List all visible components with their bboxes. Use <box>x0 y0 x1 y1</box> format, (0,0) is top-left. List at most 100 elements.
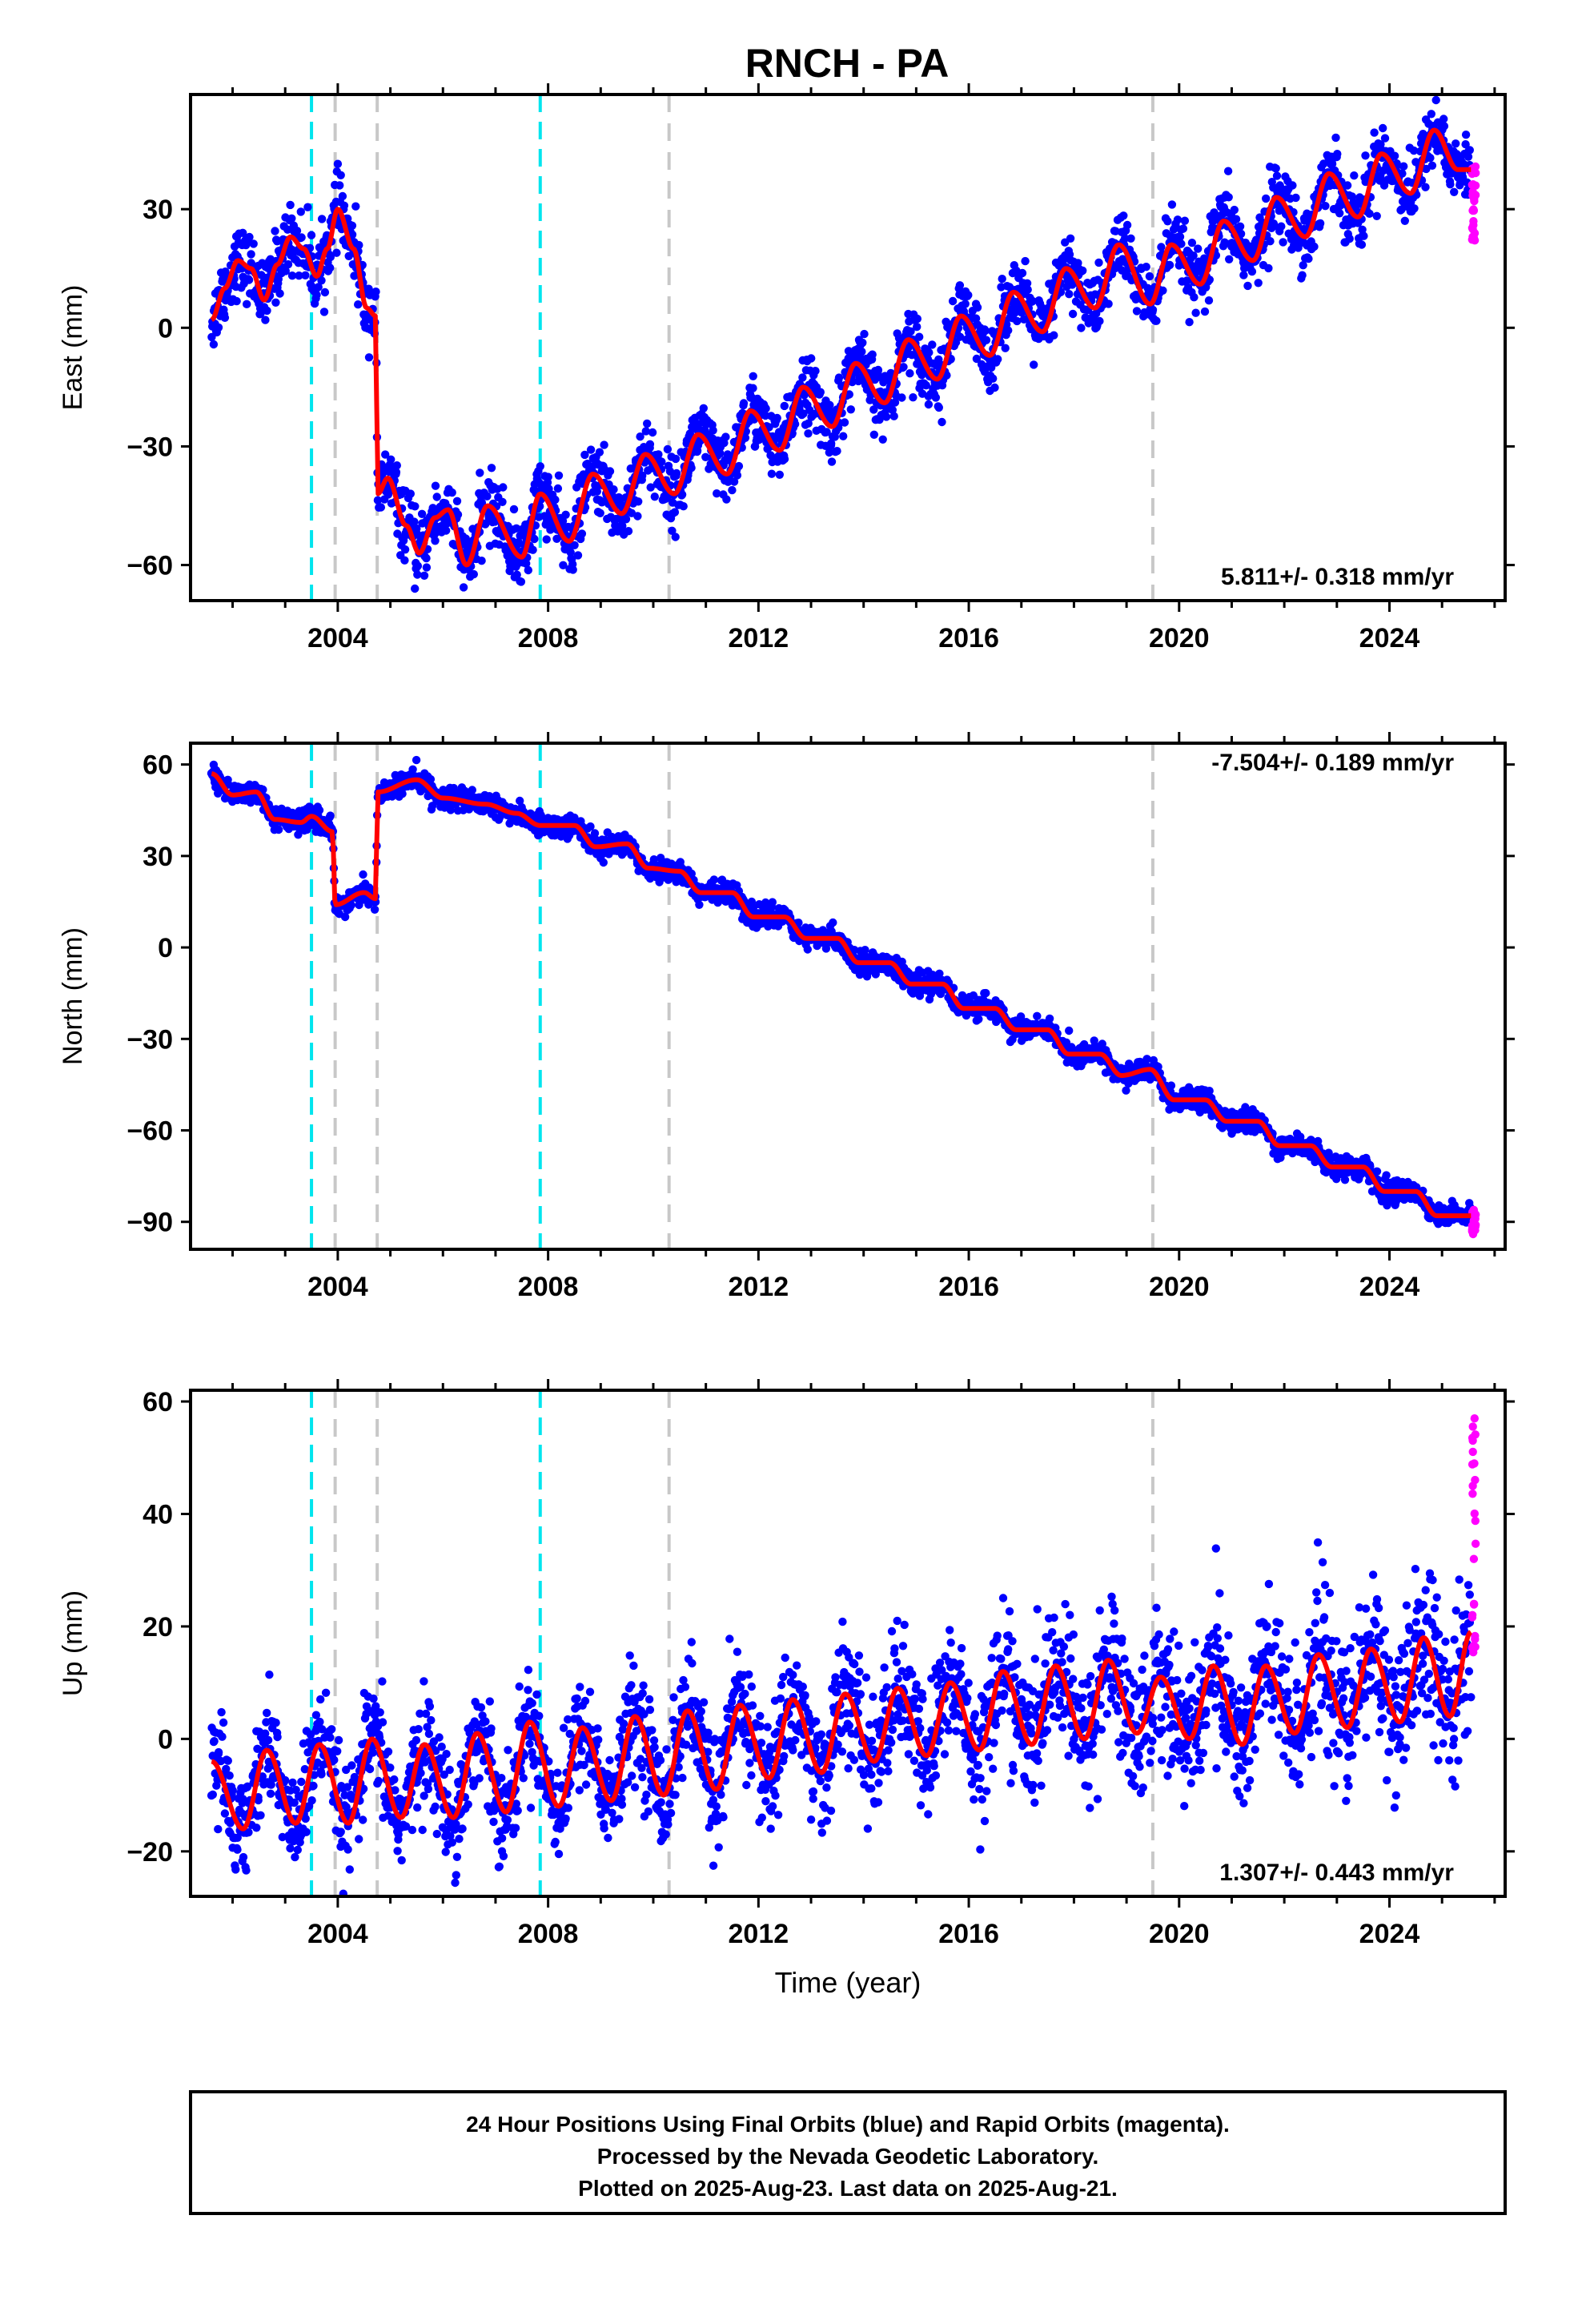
east-final-point <box>1021 256 1030 266</box>
east-final-point <box>1361 151 1370 160</box>
east-final-point <box>773 413 781 423</box>
east-final-point <box>931 393 941 402</box>
east-final-point <box>307 231 316 239</box>
east-final-point <box>766 451 775 460</box>
east-final-point <box>925 348 934 357</box>
east-final-point <box>899 363 908 372</box>
east-final-point <box>811 367 820 376</box>
east-final-point <box>1357 240 1367 249</box>
east-final-point <box>1271 164 1280 173</box>
east-final-point <box>780 455 789 464</box>
east-final-point <box>767 469 777 478</box>
east-final-point <box>1191 308 1200 317</box>
east-final-point <box>561 510 570 519</box>
north-final-point <box>1205 1087 1214 1096</box>
east-final-point <box>247 250 255 259</box>
east-final-point <box>400 545 410 554</box>
east-final-point <box>881 412 891 421</box>
east-final-point <box>1235 222 1245 231</box>
north-final-point <box>871 970 881 979</box>
east-final-point <box>775 470 784 479</box>
east-xtick-label: 2004 <box>307 623 368 653</box>
east-final-point <box>1298 271 1307 279</box>
east-final-point <box>243 300 251 308</box>
east-final-point <box>431 537 440 545</box>
east-final-point <box>1077 324 1086 332</box>
east-final-point <box>638 471 647 480</box>
east-final-point <box>335 181 344 190</box>
east-final-point <box>320 287 330 297</box>
east-final-point <box>1262 194 1271 203</box>
north-final-point <box>586 822 595 831</box>
east-final-point <box>1327 159 1337 168</box>
east-final-point <box>1247 267 1257 276</box>
north-final-point <box>446 806 456 814</box>
east-xtick-label: 2008 <box>518 623 579 653</box>
east-final-point <box>1359 231 1368 240</box>
east-final-point <box>1439 122 1449 131</box>
east-final-point <box>214 323 223 332</box>
east-final-point <box>1231 215 1241 223</box>
east-final-point <box>351 202 360 211</box>
east-final-point <box>410 517 419 526</box>
north-final-point <box>347 901 355 910</box>
east-final-point <box>1180 216 1190 225</box>
east-final-point <box>1066 234 1075 243</box>
east-final-point <box>1185 318 1194 327</box>
east-final-point <box>955 281 965 290</box>
east-xtick-label: 2016 <box>938 623 999 653</box>
north-final-point <box>709 875 719 884</box>
east-final-point <box>998 275 1006 283</box>
east-final-point <box>586 445 596 454</box>
east-final-point <box>600 440 608 449</box>
east-rapid-point <box>1469 206 1479 215</box>
figure-title: RNCH - PA <box>745 41 950 86</box>
east-plot-area <box>207 94 1480 601</box>
east-final-point <box>232 296 241 306</box>
east-final-point <box>1399 162 1408 171</box>
north-final-point <box>426 774 436 784</box>
east-final-point <box>400 556 409 565</box>
east-final-point <box>869 430 879 439</box>
east-final-point <box>636 432 644 441</box>
east-final-point <box>509 505 519 514</box>
east-final-point <box>371 287 380 296</box>
east-final-point <box>1013 316 1022 326</box>
east-final-point <box>524 565 532 575</box>
east-final-point <box>1068 309 1078 319</box>
east-final-point <box>827 439 836 448</box>
east-final-point <box>780 401 789 411</box>
east-final-point <box>476 468 484 477</box>
east-final-point <box>1019 315 1029 324</box>
east-ytick-label: 30 <box>143 195 173 225</box>
east-final-point <box>442 526 451 535</box>
east-final-point <box>1333 150 1342 159</box>
east-final-point <box>354 300 363 309</box>
east-final-point <box>1132 307 1142 316</box>
east-final-point <box>981 326 990 336</box>
east-final-point <box>1266 237 1275 246</box>
east-final-point <box>1230 205 1239 215</box>
east-final-point <box>670 508 680 517</box>
east-final-point <box>317 215 327 223</box>
east-final-point <box>609 485 618 494</box>
east-final-point <box>1439 115 1448 123</box>
east-final-point <box>1182 276 1191 285</box>
east-final-point <box>554 471 564 480</box>
east-final-point <box>860 329 869 339</box>
east-final-point <box>761 404 770 413</box>
north-final-point <box>398 790 407 798</box>
east-final-point <box>411 502 420 511</box>
east-final-point <box>1421 183 1430 191</box>
east-final-point <box>1224 193 1233 202</box>
east-rapid-point <box>1469 220 1478 230</box>
east-final-point <box>420 571 429 580</box>
north-final-point <box>768 898 777 907</box>
east-final-point <box>499 483 508 492</box>
east-final-point <box>722 495 731 504</box>
east-final-point <box>739 399 749 408</box>
east-final-point <box>1331 133 1340 143</box>
east-final-point <box>1426 154 1435 163</box>
east-final-point <box>209 340 219 349</box>
east-final-point <box>701 452 710 461</box>
